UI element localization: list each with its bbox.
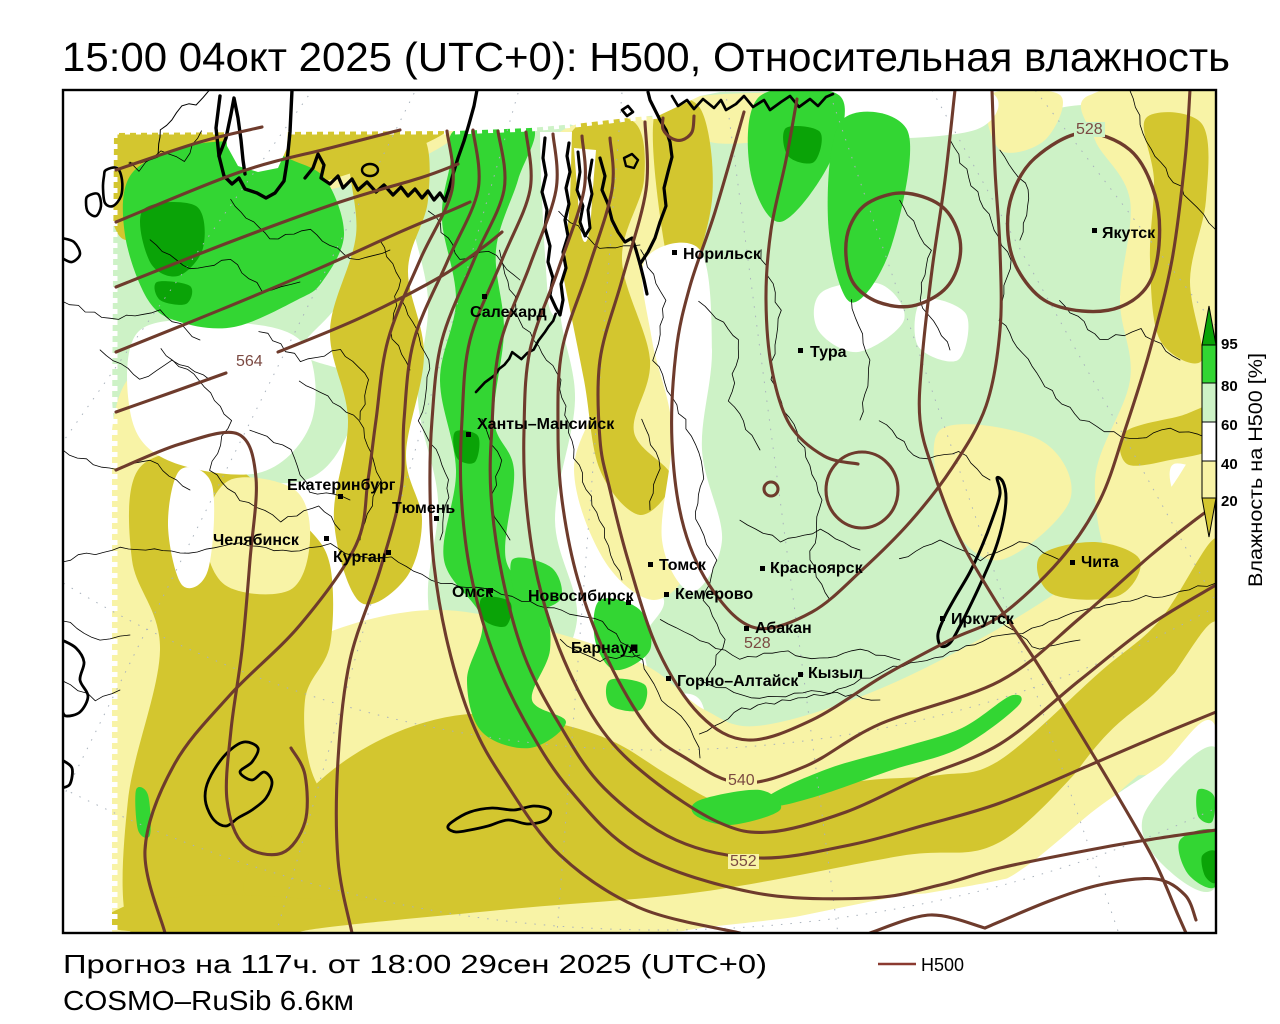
svg-text:60: 60 — [1221, 417, 1238, 434]
svg-text:20: 20 — [1221, 493, 1238, 510]
svg-text:H500: H500 — [921, 955, 964, 975]
svg-text:Барнаул: Барнаул — [571, 640, 639, 657]
svg-text:Горно–Алтайск: Горно–Алтайск — [677, 673, 799, 690]
svg-text:COSMO–RuSib 6.6км: COSMO–RuSib 6.6км — [63, 985, 354, 1016]
svg-text:Кемерово: Кемерово — [675, 586, 753, 603]
svg-text:Салехард: Салехард — [470, 304, 547, 321]
svg-text:Курган: Курган — [333, 549, 386, 566]
svg-text:Ханты–Мансийск: Ханты–Мансийск — [477, 416, 615, 433]
svg-text:Красноярск: Красноярск — [770, 560, 864, 577]
svg-text:Прогноз на 117ч. от 18:00 29се: Прогноз на 117ч. от 18:00 29сен 2025 (UT… — [63, 949, 767, 979]
svg-text:Томск: Томск — [659, 557, 707, 574]
svg-text:Новосибирск: Новосибирск — [528, 588, 635, 605]
svg-text:Влажность на H500 [%]: Влажность на H500 [%] — [1246, 353, 1267, 587]
svg-text:80: 80 — [1221, 378, 1238, 395]
svg-text:Тюмень: Тюмень — [392, 500, 455, 517]
svg-text:95: 95 — [1221, 336, 1238, 353]
svg-text:Челябинск: Челябинск — [213, 532, 300, 549]
svg-text:Норильск: Норильск — [683, 246, 762, 263]
svg-text:15:00 04окт 2025 (UTC+0): H500: 15:00 04окт 2025 (UTC+0): H500, Относите… — [62, 34, 1230, 80]
svg-text:Екатеринбург: Екатеринбург — [287, 477, 396, 494]
svg-text:Тура: Тура — [810, 344, 847, 361]
svg-text:528: 528 — [1076, 121, 1103, 138]
svg-text:Кызыл: Кызыл — [808, 665, 863, 682]
svg-text:552: 552 — [730, 853, 757, 870]
svg-text:564: 564 — [236, 353, 263, 370]
svg-text:40: 40 — [1221, 456, 1238, 473]
svg-text:540: 540 — [728, 772, 755, 789]
svg-text:Якутск: Якутск — [1102, 225, 1156, 242]
svg-text:Омск: Омск — [452, 584, 494, 601]
svg-text:Иркутск: Иркутск — [951, 611, 1015, 628]
svg-text:Абакан: Абакан — [755, 620, 812, 637]
svg-text:Чита: Чита — [1081, 554, 1119, 571]
svg-text:528: 528 — [744, 635, 771, 652]
